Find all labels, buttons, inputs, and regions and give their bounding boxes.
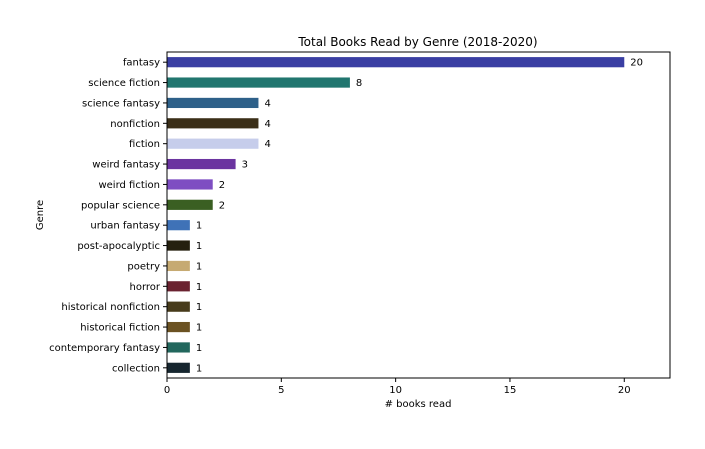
- x-tick-label-0: 0: [164, 385, 170, 396]
- plot-frame: [166, 51, 671, 379]
- value-label-7: 2: [219, 200, 225, 211]
- y-tick-label-3: nonfiction: [110, 119, 160, 130]
- y-tick-label-7: popular science: [81, 200, 160, 211]
- value-label-1: 8: [356, 78, 362, 89]
- bar-5: [167, 158, 236, 170]
- y-tick-label-2: science fantasy: [82, 98, 160, 109]
- value-label-12: 1: [196, 302, 202, 313]
- bar-1: [167, 77, 350, 88]
- bar-15: [167, 362, 190, 373]
- bar-4: [167, 138, 259, 149]
- value-label-15: 1: [196, 363, 202, 374]
- y-tick-label-10: poetry: [127, 261, 160, 272]
- bar-11: [167, 281, 190, 292]
- x-axis-label: # books read: [385, 399, 452, 410]
- y-tick-label-11: horror: [129, 282, 160, 293]
- y-tick-label-1: science fiction: [88, 78, 160, 89]
- y-tick-label-4: fiction: [129, 139, 160, 150]
- y-tick-label-13: historical fiction: [80, 323, 160, 334]
- y-tick-label-15: collection: [112, 363, 160, 374]
- value-label-4: 4: [264, 139, 270, 150]
- bar-9: [167, 240, 190, 251]
- value-label-5: 3: [242, 160, 248, 171]
- bar-3: [167, 118, 259, 129]
- chart-title: Total Books Read by Genre (2018-2020): [297, 35, 537, 49]
- value-label-8: 1: [196, 221, 202, 232]
- value-label-11: 1: [196, 282, 202, 293]
- value-label-3: 4: [264, 119, 270, 130]
- y-axis-label: Genre: [35, 200, 46, 230]
- value-label-13: 1: [196, 323, 202, 334]
- y-tick-label-14: contemporary fantasy: [49, 343, 160, 354]
- bar-6: [167, 179, 213, 190]
- y-tick-label-0: fantasy: [123, 58, 160, 69]
- bar-13: [167, 321, 190, 333]
- bar-10: [167, 260, 190, 272]
- bar-7: [167, 199, 213, 210]
- bar-2: [167, 97, 259, 109]
- x-tick-label-3: 15: [504, 385, 517, 396]
- value-label-2: 4: [264, 98, 270, 109]
- value-label-10: 1: [196, 261, 202, 272]
- y-tick-label-9: post-apocalyptic: [77, 241, 160, 252]
- bar-12: [167, 301, 190, 312]
- x-tick-label-1: 5: [278, 385, 284, 396]
- value-label-0: 20: [630, 58, 643, 69]
- bar-14: [167, 342, 190, 353]
- x-tick-label-2: 10: [389, 385, 402, 396]
- value-label-6: 2: [219, 180, 225, 191]
- bar-0: [167, 57, 625, 68]
- value-label-14: 1: [196, 343, 202, 354]
- value-label-9: 1: [196, 241, 202, 252]
- y-tick-label-8: urban fantasy: [90, 221, 160, 232]
- y-tick-label-5: weird fantasy: [92, 160, 160, 171]
- y-tick-label-6: weird fiction: [98, 180, 160, 191]
- y-tick-label-12: historical nonfiction: [61, 302, 160, 313]
- x-tick-label-4: 20: [618, 385, 631, 396]
- bar-8: [167, 220, 190, 231]
